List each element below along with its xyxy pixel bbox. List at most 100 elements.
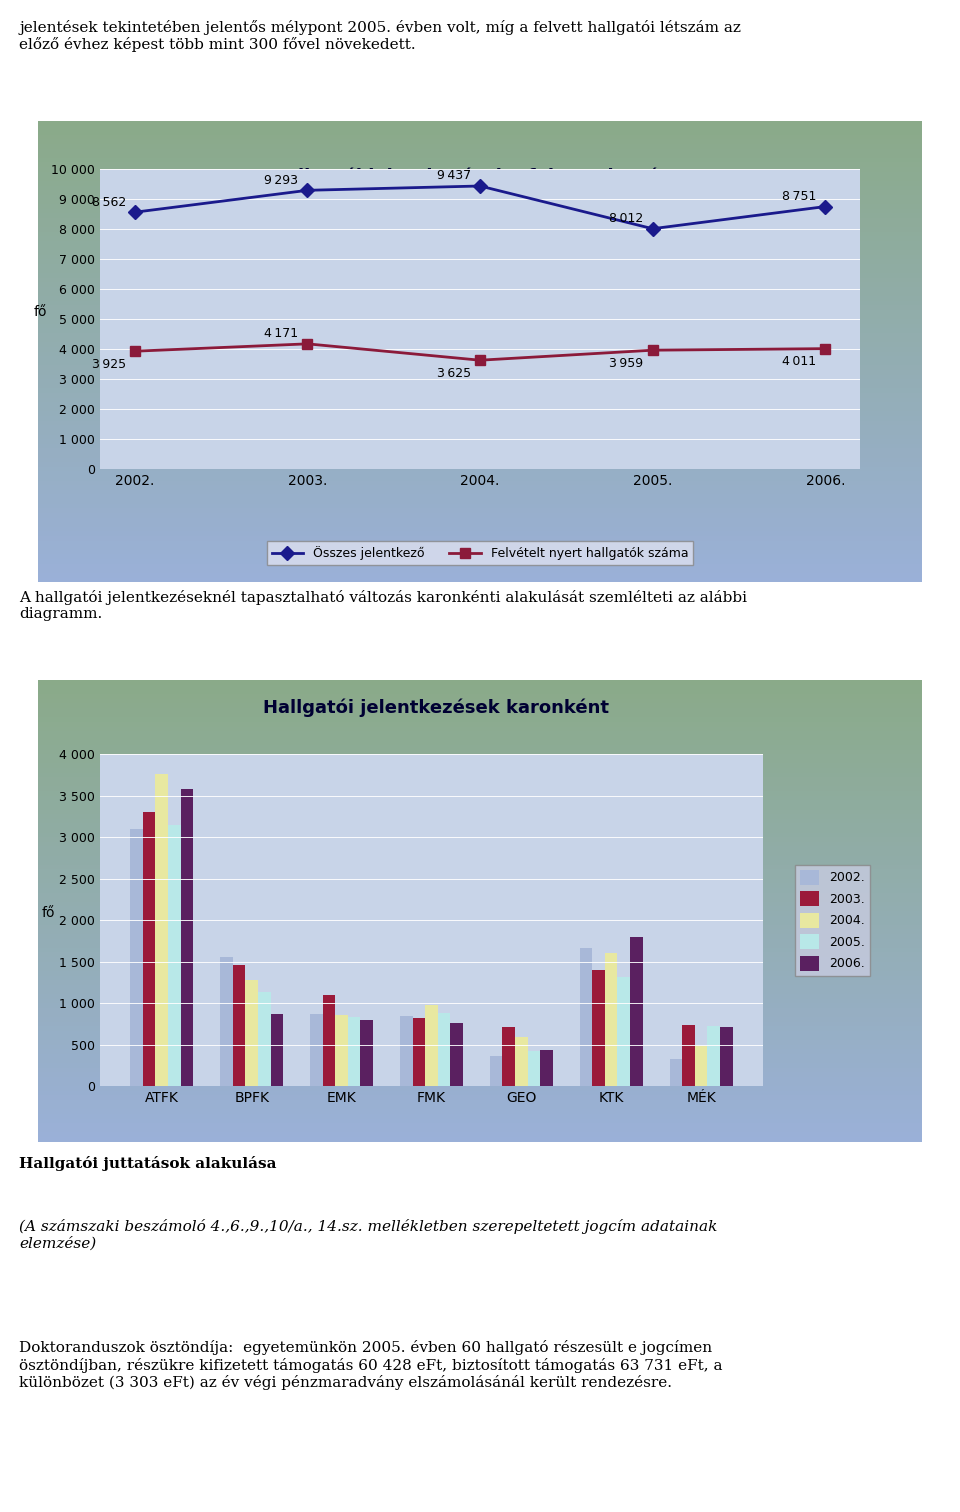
Text: 4 171: 4 171 (264, 327, 299, 340)
Bar (180, 789, 193, 1086)
Bar (38, 467, 922, 472)
Bar (310, 1015, 323, 1086)
Bar (38, 943, 922, 948)
Bar (38, 892, 922, 897)
Bar (38, 829, 922, 833)
Bar (38, 851, 922, 856)
Text: (A számszaki beszámoló 4.,6.,9.,10/a., 14.sz. mellékletben szerepeltetett jogcím: (A számszaki beszámoló 4.,6.,9.,10/a., 1… (19, 1219, 717, 1250)
Bar (38, 573, 922, 578)
Bar (38, 195, 922, 200)
Bar (38, 1123, 922, 1128)
Bar (38, 813, 922, 820)
Bar (38, 508, 922, 513)
Bar (38, 287, 922, 292)
Bar (38, 680, 922, 685)
Bar (38, 135, 922, 139)
Text: 8 012: 8 012 (610, 212, 644, 225)
Bar (38, 305, 922, 310)
Bar (683, 1025, 695, 1086)
Y-axis label: fő: fő (41, 906, 55, 921)
Bar (38, 874, 922, 878)
Bar (38, 1095, 922, 1101)
Bar (38, 980, 922, 984)
Bar (490, 1057, 502, 1086)
Bar (38, 472, 922, 476)
Bar (708, 1025, 720, 1086)
Bar (38, 906, 922, 910)
Bar (38, 526, 922, 531)
Bar (38, 741, 922, 745)
Text: 9 293: 9 293 (264, 174, 299, 186)
Bar (38, 296, 922, 301)
Összes jelentkező (474, 177, 486, 195)
Bar (38, 278, 922, 283)
Bar (38, 236, 922, 240)
Bar (38, 398, 922, 402)
Bar (38, 1086, 922, 1090)
Bar (38, 925, 922, 930)
Bar (38, 319, 922, 324)
Bar (38, 200, 922, 204)
Bar (258, 992, 271, 1086)
Bar (38, 962, 922, 966)
Felvételt nyert hallgatók száma (474, 351, 486, 369)
Bar (38, 454, 922, 458)
Bar (38, 888, 922, 892)
Bar (38, 809, 922, 813)
Text: 3 625: 3 625 (437, 367, 471, 380)
Bar (38, 144, 922, 148)
Bar (38, 231, 922, 236)
Bar (38, 375, 922, 380)
Összes jelentkező (647, 219, 659, 237)
Bar (38, 820, 922, 824)
Bar (38, 429, 922, 434)
Bar (540, 1049, 553, 1086)
Bar (38, 222, 922, 227)
Felvételt nyert hallgatók száma (647, 342, 659, 360)
Bar (38, 260, 922, 265)
Bar (38, 420, 922, 425)
Bar (38, 856, 922, 860)
Bar (38, 283, 922, 287)
Felvételt nyert hallgatók száma (820, 340, 831, 358)
Bar (38, 546, 922, 550)
Bar (38, 897, 922, 901)
Bar (38, 564, 922, 569)
Bar (38, 782, 922, 786)
Bar (617, 977, 630, 1086)
Bar (38, 685, 922, 689)
Text: jelentések tekintetében jelentős mélypont 2005. évben volt, míg a felvett hallga: jelentések tekintetében jelentős mélypon… (19, 20, 741, 51)
Bar (38, 148, 922, 153)
Bar (38, 458, 922, 463)
Bar (38, 254, 922, 260)
Bar (38, 522, 922, 526)
Bar (38, 249, 922, 254)
Bar (38, 833, 922, 838)
Bar (38, 411, 922, 416)
Bar (592, 971, 605, 1086)
Bar (38, 921, 922, 925)
Bar (605, 954, 617, 1086)
Bar (38, 1027, 922, 1031)
Text: Hallgatói juttatások alakulása: Hallgatói juttatások alakulása (19, 1157, 276, 1172)
Bar (335, 1015, 348, 1086)
Bar (38, 998, 922, 1004)
Bar (38, 402, 922, 407)
Bar (580, 948, 592, 1086)
Bar (38, 689, 922, 694)
Bar (38, 804, 922, 809)
Bar (348, 1018, 360, 1086)
Line: Felvételt nyert hallgatók száma: Felvételt nyert hallgatók száma (130, 339, 830, 364)
Bar (38, 878, 922, 883)
Bar (38, 346, 922, 352)
Bar (38, 768, 922, 773)
Bar (38, 1045, 922, 1049)
Bar (168, 824, 180, 1086)
Bar (38, 177, 922, 181)
Bar (38, 993, 922, 998)
Bar (38, 578, 922, 582)
Bar (323, 995, 335, 1086)
Bar (38, 1036, 922, 1040)
Text: A hallgatói jelentkezéseknél tapasztalható változás karonkénti alakulását szemlé: A hallgatói jelentkezéseknél tapasztalha… (19, 590, 747, 621)
Legend: Összes jelentkező, Felvételt nyert hallgatók száma: Összes jelentkező, Felvételt nyert hallg… (267, 541, 693, 565)
